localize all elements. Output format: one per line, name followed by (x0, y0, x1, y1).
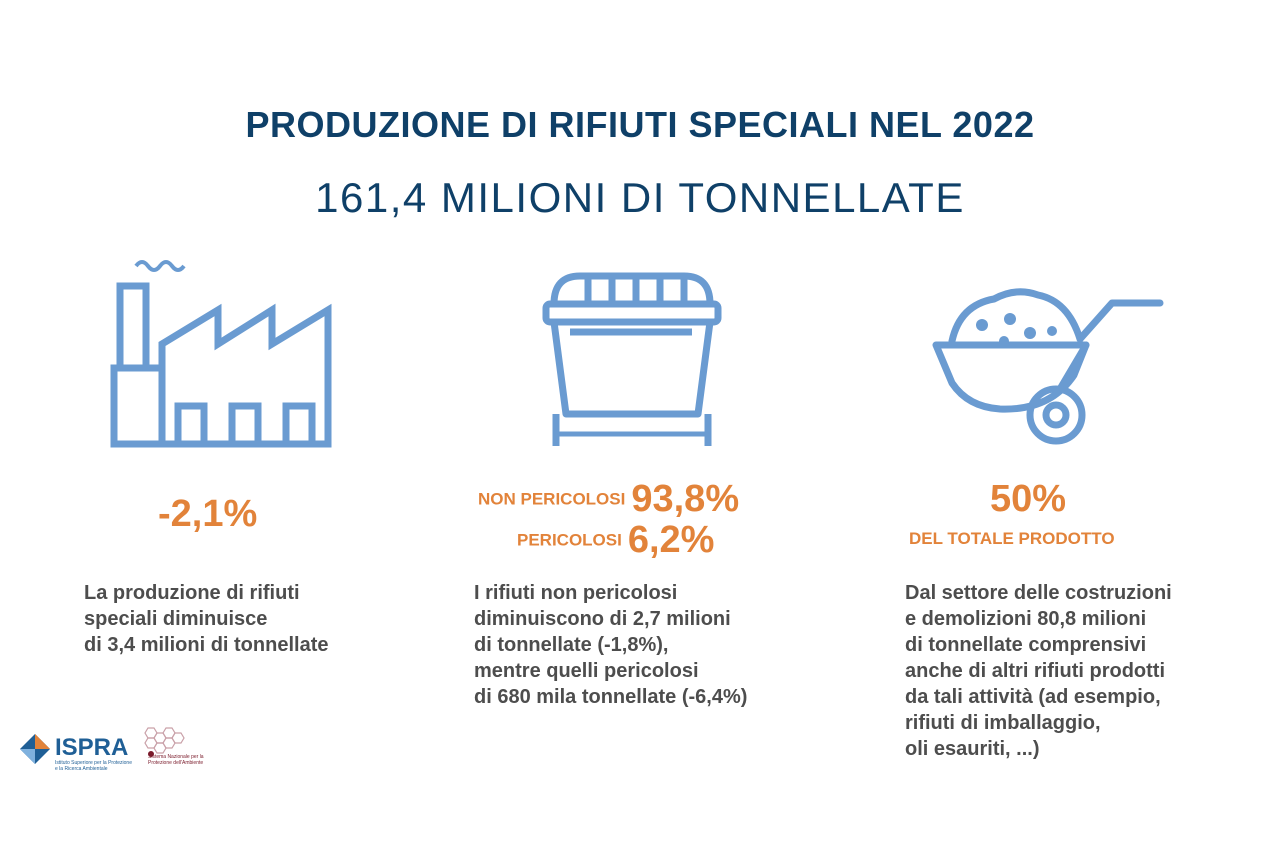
description-line: di 3,4 milioni di tonnellate (84, 634, 329, 656)
snpa-logo-tagline: Sistema Nazionale per la Protezione dell… (148, 754, 204, 766)
hazardous-label: PERICOLOSI (517, 530, 622, 550)
description-line: mentre quelli pericolosi (474, 660, 699, 682)
construction-share-stat: 50% (990, 478, 1067, 520)
description-line: La produzione di rifiuti (84, 582, 300, 604)
snpa-logo-icon (144, 727, 185, 757)
production-description: La produzione di rifiuti speciali diminu… (84, 580, 328, 658)
description-line: I rifiuti non pericolosi (474, 582, 678, 604)
ispra-logo-tagline: Istituto Superiore per la Protezione e l… (55, 760, 132, 772)
hazard-description: I rifiuti non pericolosi diminuiscono di… (474, 580, 747, 710)
description-line: di tonnellate (-1,8%), (474, 634, 669, 656)
description-line: diminuiscono di 2,7 milioni (474, 608, 731, 630)
ispra-logo-name: ISPRA (55, 734, 129, 761)
non-hazardous-share: NON PERICOLOSI 93,8% (478, 478, 739, 521)
non-hazardous-value: 93,8% (631, 478, 740, 520)
wheelbarrow-icon (932, 288, 1164, 445)
hazardous-value: 6,2% (627, 519, 715, 561)
description-line: anche di altri rifiuti prodotti (905, 660, 1165, 682)
description-line: di 680 mila tonnellate (-6,4%) (474, 686, 748, 708)
production-change-stat: -2,1% (158, 493, 258, 535)
description-line: da tali attività (ad esempio, (905, 686, 1161, 708)
factory-icon (110, 260, 332, 448)
ispra-logo-icon (20, 734, 50, 764)
description-line: e demolizioni 80,8 milioni (905, 608, 1147, 630)
construction-share-label: DEL TOTALE PRODOTTO (909, 529, 1115, 548)
description-line: di tonnellate comprensivi (905, 634, 1147, 656)
description-line: rifiuti di imballaggio, (905, 712, 1101, 734)
non-hazardous-label: NON PERICOLOSI (478, 489, 626, 509)
hazardous-share: PERICOLOSI 6,2% (517, 519, 714, 562)
construction-description: Dal settore delle costruzioni e demolizi… (905, 580, 1172, 762)
waste-bin-icon (542, 272, 722, 446)
page-title: PRODUZIONE DI RIFIUTI SPECIALI NEL 2022 (245, 104, 1035, 145)
description-line: speciali diminuisce (84, 608, 268, 630)
total-tonnage: 161,4 MILIONI DI TONNELLATE (315, 174, 965, 221)
description-line: Dal settore delle costruzioni (905, 582, 1172, 604)
description-line: oli esauriti, ...) (905, 738, 1040, 760)
